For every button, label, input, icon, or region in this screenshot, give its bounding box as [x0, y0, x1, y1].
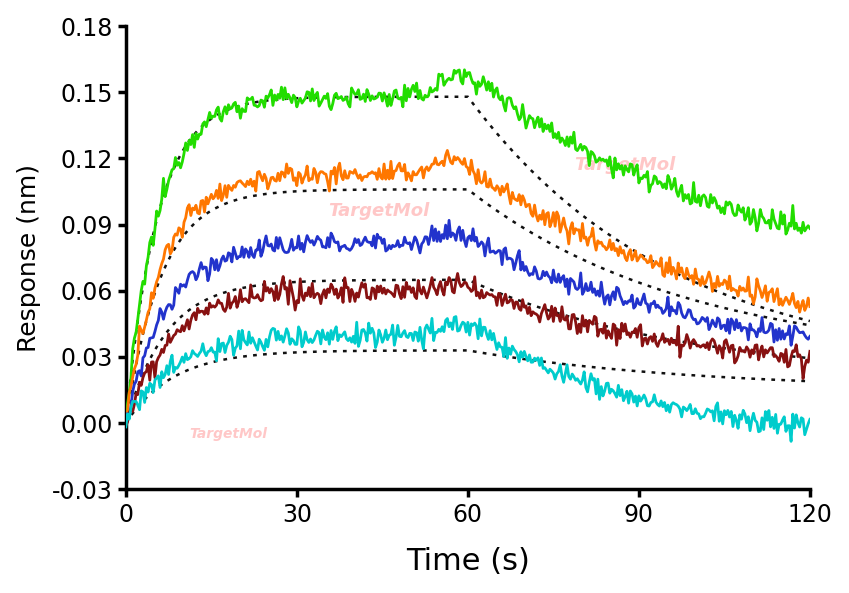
Text: TargetMol: TargetMol: [329, 202, 430, 221]
Text: TargetMol: TargetMol: [575, 156, 676, 174]
Text: TargetMol: TargetMol: [189, 427, 267, 441]
Y-axis label: Response (nm): Response (nm): [17, 164, 41, 352]
X-axis label: Time (s): Time (s): [406, 547, 530, 576]
